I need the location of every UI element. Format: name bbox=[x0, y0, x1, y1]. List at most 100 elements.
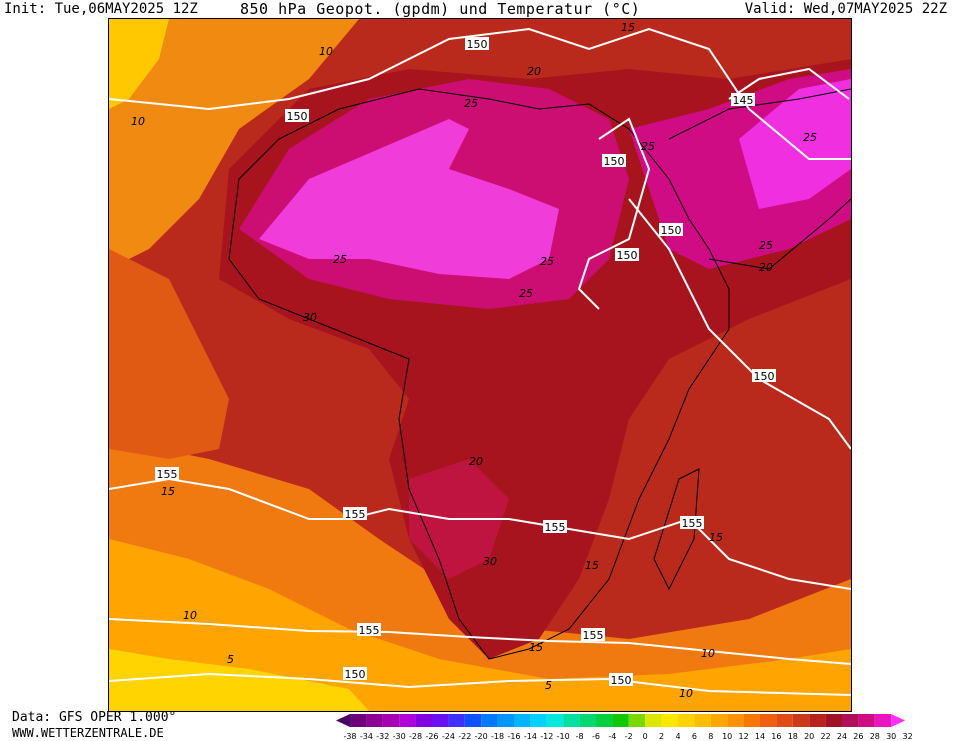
contour-155-lower bbox=[109, 618, 851, 665]
saharan-heat-peak bbox=[259, 119, 559, 279]
legend-value-label: 6 bbox=[692, 732, 697, 741]
legend-value-label: 24 bbox=[837, 732, 847, 741]
temp-label: 25 bbox=[464, 97, 478, 110]
temp-label: 15 bbox=[709, 531, 723, 544]
temp-label: 15 bbox=[161, 485, 175, 498]
legend-value-label: -18 bbox=[491, 732, 504, 741]
north-atlantic-yellow-area bbox=[109, 19, 169, 109]
color-legend: -38 -34 -32 -30 -28 -26 -24 -22 -20 -18 -16 -14 -12-… bbox=[336, 714, 913, 741]
legend-value-label: 12 bbox=[739, 732, 749, 741]
legend-value-label: 26 bbox=[853, 732, 863, 741]
legend-value-label: -32 bbox=[376, 732, 389, 741]
contour-150-north bbox=[109, 27, 851, 160]
legend-swatch bbox=[350, 714, 367, 727]
legend-swatch bbox=[382, 714, 400, 727]
geopot-label: 145 bbox=[733, 94, 754, 107]
legend-swatch bbox=[628, 714, 646, 727]
temp-label: 10 bbox=[319, 45, 333, 58]
legend-value-label: 0 bbox=[643, 732, 648, 741]
legend-value-label: -22 bbox=[458, 732, 471, 741]
temp-label: 25 bbox=[540, 255, 554, 268]
legend-value-label: -38 bbox=[343, 732, 356, 741]
legend-value-label: 20 bbox=[804, 732, 814, 741]
geopotential-labels: 150 150 150 145 150 150 150 155 155 155 … bbox=[155, 37, 776, 687]
legend-swatch bbox=[464, 714, 482, 727]
legend-swatch bbox=[792, 714, 810, 727]
legend-swatch bbox=[530, 714, 547, 727]
geopot-label: 155 bbox=[545, 521, 566, 534]
legend-swatch bbox=[694, 714, 711, 727]
init-time: Init: Tue,06MAY2025 12Z bbox=[4, 1, 198, 17]
legend-swatch bbox=[743, 714, 760, 727]
temp-label: 25 bbox=[519, 287, 533, 300]
legend-swatch bbox=[432, 714, 449, 727]
temp-label: 25 bbox=[641, 140, 655, 153]
legend-swatch bbox=[546, 714, 564, 727]
legend-swatch bbox=[579, 714, 596, 727]
legend-swatches bbox=[336, 714, 906, 727]
contour-150-redsea bbox=[577, 117, 851, 450]
geopot-label: 155 bbox=[583, 629, 604, 642]
legend-swatch bbox=[514, 714, 531, 727]
legend-swatch bbox=[809, 714, 826, 727]
geopot-label: 150 bbox=[754, 370, 775, 383]
legend-value-label: 8 bbox=[708, 732, 713, 741]
temp-label: 10 bbox=[183, 609, 197, 622]
temp-label: 15 bbox=[529, 641, 543, 654]
legend-swatch bbox=[336, 714, 350, 727]
temperature-labels: 10 10 15 20 25 25 25 25 25 25 25 20 30 2… bbox=[131, 21, 817, 700]
legend-swatch bbox=[563, 714, 580, 727]
africa-coastline bbox=[228, 88, 730, 660]
legend-value-label: 2 bbox=[659, 732, 664, 741]
temp-label: 25 bbox=[759, 239, 773, 252]
geopot-label: 155 bbox=[359, 624, 380, 637]
geopot-label: 150 bbox=[611, 674, 632, 687]
temp-label: 25 bbox=[333, 253, 347, 266]
chart-title: 850 hPa Geopot. (gpdm) und Temperatur (°… bbox=[240, 0, 641, 18]
legend-swatch bbox=[727, 714, 744, 727]
geopot-label: 150 bbox=[617, 249, 638, 262]
legend-swatch bbox=[874, 714, 892, 727]
legend-value-label: 22 bbox=[821, 732, 831, 741]
contour-150-south bbox=[109, 672, 851, 696]
contour-155-south bbox=[109, 477, 851, 590]
geopot-label: 150 bbox=[345, 668, 366, 681]
legend-swatch bbox=[710, 714, 728, 727]
legend-swatch bbox=[842, 714, 859, 727]
legend-swatch bbox=[645, 714, 662, 727]
legend-value-label: -16 bbox=[507, 732, 520, 741]
temp-label: 30 bbox=[483, 555, 497, 568]
contour-145 bbox=[728, 67, 850, 100]
geopot-label: 150 bbox=[604, 155, 625, 168]
temp-label: 5 bbox=[227, 653, 234, 666]
legend-value-label: -12 bbox=[540, 732, 553, 741]
arabian-heat-peak bbox=[739, 79, 851, 209]
legend-swatch bbox=[415, 714, 432, 727]
temp-label: 10 bbox=[701, 647, 715, 660]
temp-label: 15 bbox=[621, 21, 635, 34]
legend-value-label: 4 bbox=[675, 732, 680, 741]
geopot-label: 150 bbox=[287, 110, 308, 123]
legend-value-label: 10 bbox=[722, 732, 732, 741]
legend-value-label: 28 bbox=[870, 732, 880, 741]
temp-label: 15 bbox=[585, 559, 599, 572]
legend-labels: -38 -34 -32 -30 -28 -26 -24 -22 -20 -18 -16 -14 -12-… bbox=[343, 732, 912, 741]
geopot-label: 150 bbox=[467, 38, 488, 51]
temp-label: 10 bbox=[131, 115, 145, 128]
legend-swatch bbox=[678, 714, 695, 727]
temp-label: 20 bbox=[469, 455, 483, 468]
legend-value-label: 14 bbox=[755, 732, 765, 741]
southwest-orange-area bbox=[109, 249, 229, 459]
legend-swatch bbox=[891, 714, 906, 727]
geopot-label: 155 bbox=[682, 517, 703, 530]
legend-swatch bbox=[596, 714, 613, 727]
legend-swatch bbox=[825, 714, 842, 727]
legend-value-label: -34 bbox=[360, 732, 373, 741]
legend-value-label: -28 bbox=[409, 732, 422, 741]
arabia-coastline bbox=[668, 88, 851, 270]
madagascar-outline bbox=[653, 468, 700, 591]
legend-swatch bbox=[760, 714, 777, 727]
data-source: Data: GFS OPER 1.000° bbox=[12, 710, 177, 725]
legend-swatch bbox=[661, 714, 678, 727]
legend-value-label: 30 bbox=[886, 732, 896, 741]
